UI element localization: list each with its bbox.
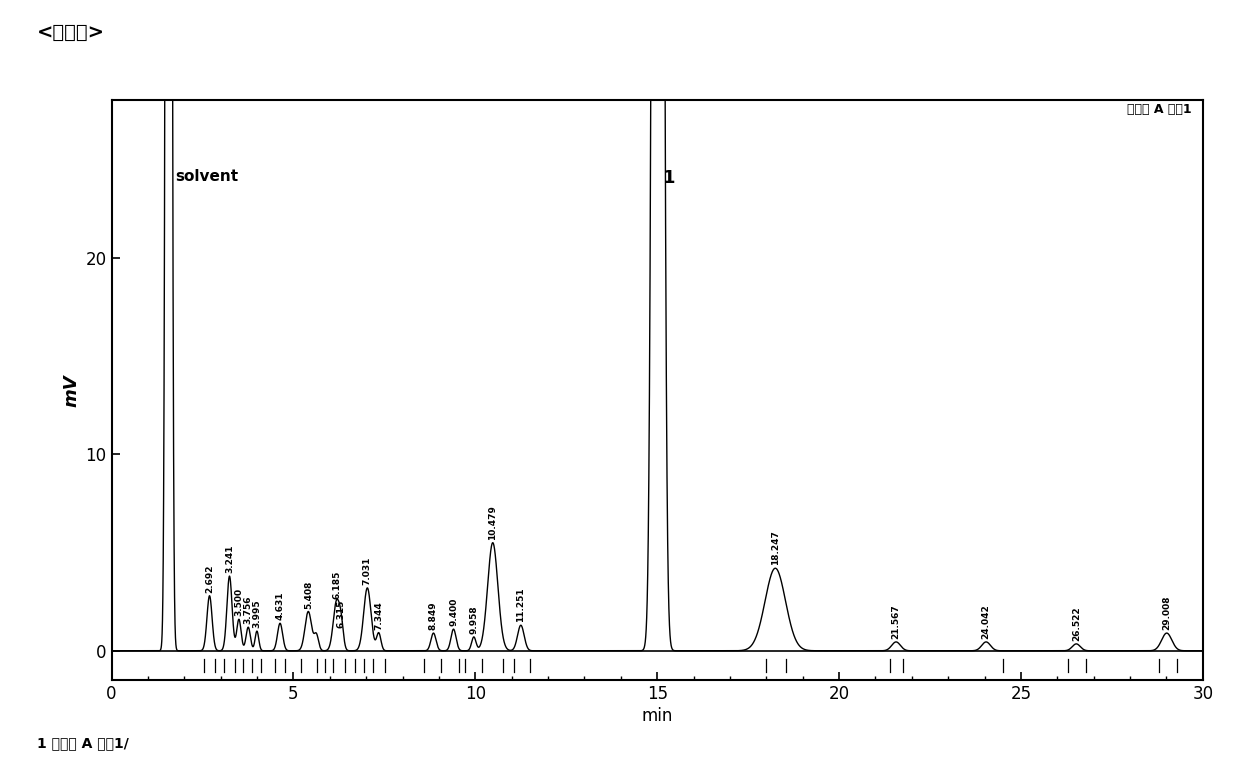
Text: 1 检测器 A 通道1/: 1 检测器 A 通道1/: [37, 736, 129, 750]
Text: 7.031: 7.031: [363, 557, 372, 585]
Text: 3.756: 3.756: [244, 596, 253, 625]
Text: 1: 1: [662, 169, 675, 187]
Text: 3.995: 3.995: [253, 600, 262, 628]
Text: 检测器 A 通道1: 检测器 A 通道1: [1127, 104, 1192, 117]
Text: 4.631: 4.631: [275, 592, 284, 620]
Text: 6.185: 6.185: [332, 570, 341, 598]
Y-axis label: mV: mV: [62, 374, 81, 407]
Text: 18.247: 18.247: [771, 530, 780, 565]
Text: 9.958: 9.958: [469, 605, 479, 634]
Text: 24.042: 24.042: [982, 604, 991, 639]
Text: 10.479: 10.479: [489, 505, 497, 540]
Text: 8.849: 8.849: [429, 601, 438, 630]
Text: 3.500: 3.500: [234, 588, 243, 616]
Text: 6.315: 6.315: [337, 600, 346, 628]
Text: 26.522: 26.522: [1071, 606, 1081, 641]
Text: 11.251: 11.251: [516, 587, 526, 622]
Text: 3.241: 3.241: [224, 545, 234, 573]
Text: 5.408: 5.408: [304, 580, 312, 608]
Text: <色谱图>: <色谱图>: [37, 23, 105, 43]
Text: 7.344: 7.344: [374, 601, 383, 630]
Text: solvent: solvent: [175, 169, 238, 184]
Text: 21.567: 21.567: [892, 604, 900, 639]
Text: 2.692: 2.692: [205, 564, 215, 593]
Text: 29.008: 29.008: [1162, 596, 1172, 630]
Text: 9.400: 9.400: [449, 598, 458, 626]
X-axis label: min: min: [641, 707, 673, 725]
